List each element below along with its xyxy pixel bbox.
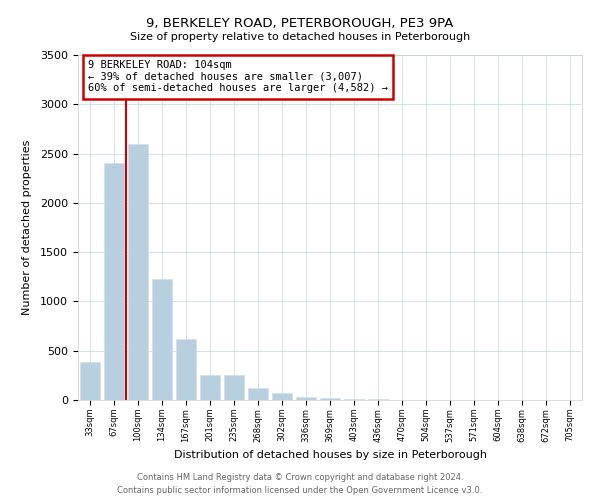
Text: Contains public sector information licensed under the Open Government Licence v3: Contains public sector information licen… bbox=[118, 486, 482, 495]
Text: Contains HM Land Registry data © Crown copyright and database right 2024.: Contains HM Land Registry data © Crown c… bbox=[137, 472, 463, 482]
Text: Size of property relative to detached houses in Peterborough: Size of property relative to detached ho… bbox=[130, 32, 470, 42]
Bar bbox=[104, 164, 124, 400]
Bar bbox=[320, 398, 340, 400]
Bar bbox=[368, 399, 388, 400]
Bar bbox=[176, 339, 196, 400]
Bar bbox=[248, 388, 268, 400]
Bar bbox=[80, 362, 100, 400]
X-axis label: Distribution of detached houses by size in Peterborough: Distribution of detached houses by size … bbox=[173, 450, 487, 460]
Bar bbox=[128, 144, 148, 400]
Text: 9 BERKELEY ROAD: 104sqm
← 39% of detached houses are smaller (3,007)
60% of semi: 9 BERKELEY ROAD: 104sqm ← 39% of detache… bbox=[88, 60, 388, 94]
Bar bbox=[224, 375, 244, 400]
Bar bbox=[272, 393, 292, 400]
Bar bbox=[344, 399, 364, 400]
Bar bbox=[296, 396, 316, 400]
Bar bbox=[200, 375, 220, 400]
Bar bbox=[152, 279, 172, 400]
Text: 9, BERKELEY ROAD, PETERBOROUGH, PE3 9PA: 9, BERKELEY ROAD, PETERBOROUGH, PE3 9PA bbox=[146, 18, 454, 30]
Y-axis label: Number of detached properties: Number of detached properties bbox=[22, 140, 32, 315]
